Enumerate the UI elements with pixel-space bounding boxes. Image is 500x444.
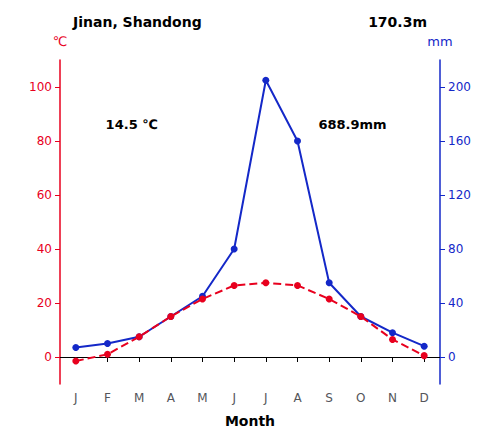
- svg-text:170.3m: 170.3m: [368, 14, 427, 30]
- svg-text:80: 80: [37, 134, 52, 148]
- svg-text:N: N: [388, 391, 397, 405]
- svg-text:0: 0: [448, 350, 456, 364]
- svg-text:M: M: [197, 391, 207, 405]
- svg-text:J: J: [231, 391, 236, 405]
- svg-text:S: S: [325, 391, 333, 405]
- svg-text:200: 200: [448, 80, 471, 94]
- svg-text:120: 120: [448, 188, 471, 202]
- svg-text:160: 160: [448, 134, 471, 148]
- svg-text:80: 80: [448, 242, 463, 256]
- svg-text:F: F: [104, 391, 111, 405]
- svg-text:60: 60: [37, 188, 52, 202]
- svg-text:O: O: [356, 391, 365, 405]
- svg-text:40: 40: [448, 296, 463, 310]
- svg-text:100: 100: [29, 80, 52, 94]
- svg-text:A: A: [167, 391, 176, 405]
- svg-text:20: 20: [37, 296, 52, 310]
- svg-text:0: 0: [44, 350, 52, 364]
- svg-text:Jinan, Shandong: Jinan, Shandong: [72, 14, 202, 30]
- svg-text:40: 40: [37, 242, 52, 256]
- svg-text:M: M: [134, 391, 144, 405]
- svg-text:mm: mm: [427, 34, 452, 49]
- svg-text:J: J: [263, 391, 268, 405]
- svg-text:Month: Month: [225, 413, 275, 429]
- svg-text:A: A: [293, 391, 302, 405]
- svg-text:688.9mm: 688.9mm: [318, 117, 386, 132]
- svg-text:D: D: [420, 391, 429, 405]
- svg-text:14.5 ℃: 14.5 ℃: [106, 117, 158, 132]
- svg-text:℃: ℃: [53, 34, 68, 49]
- svg-text:J: J: [73, 391, 78, 405]
